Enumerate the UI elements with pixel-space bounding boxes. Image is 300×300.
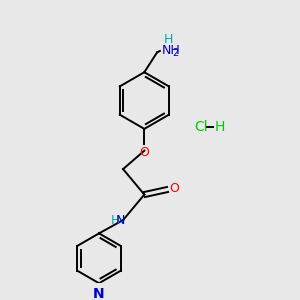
Text: H: H [214,121,225,134]
Text: H: H [164,33,173,46]
Text: Cl: Cl [194,121,208,134]
Text: H: H [110,214,120,226]
Text: O: O [169,182,179,195]
Text: N: N [116,214,125,226]
Text: NH: NH [161,44,180,58]
Text: O: O [140,146,149,159]
Text: 2: 2 [172,48,178,58]
Text: N: N [93,286,105,300]
